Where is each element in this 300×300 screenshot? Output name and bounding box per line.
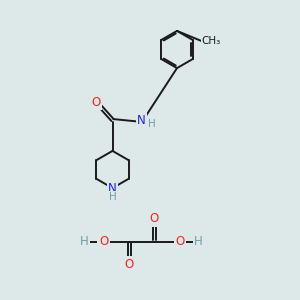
Text: H: H [148, 118, 156, 129]
Text: O: O [176, 235, 184, 248]
Text: CH₃: CH₃ [202, 36, 221, 46]
Text: N: N [108, 182, 117, 195]
Text: N: N [137, 113, 146, 127]
Text: H: H [80, 235, 89, 248]
Text: H: H [109, 192, 116, 202]
Text: O: O [150, 212, 159, 226]
Text: O: O [92, 95, 100, 109]
Text: O: O [99, 235, 108, 248]
Text: O: O [124, 257, 134, 271]
Text: H: H [194, 235, 203, 248]
